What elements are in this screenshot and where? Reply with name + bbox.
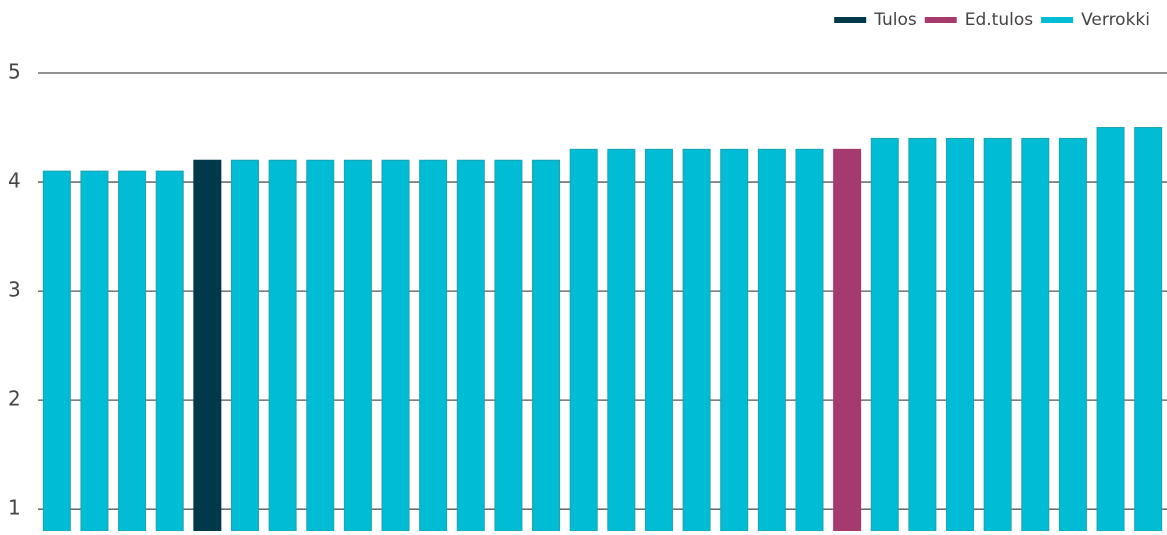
- bar: [607, 148, 636, 532]
- legend-label: Verrokki: [1081, 10, 1150, 30]
- bar: [494, 159, 523, 532]
- bar: [946, 137, 975, 532]
- legend-swatch: [1041, 17, 1074, 23]
- bar: [1021, 137, 1050, 532]
- y-tick-label: 5: [8, 60, 21, 84]
- bar: [757, 148, 786, 532]
- bar: [720, 148, 749, 532]
- bar: [833, 148, 862, 532]
- bar: [908, 137, 937, 532]
- bar: [456, 159, 485, 532]
- bar: [870, 137, 899, 532]
- bar: [306, 159, 335, 532]
- bar: [532, 159, 561, 532]
- legend-swatch: [924, 17, 957, 23]
- bar: [42, 170, 71, 532]
- bar: [193, 159, 222, 532]
- bar: [118, 170, 147, 532]
- bar: [983, 137, 1012, 532]
- y-tick-label: 1: [8, 496, 21, 520]
- bar: [268, 159, 297, 532]
- legend-label: Tulos: [873, 10, 917, 30]
- bar: [1096, 127, 1125, 532]
- bar: [80, 170, 109, 532]
- y-tick-label: 3: [8, 278, 21, 302]
- y-tick-label: 4: [8, 169, 21, 193]
- bar: [569, 148, 598, 532]
- legend-label: Ed.tulos: [965, 10, 1034, 30]
- bar: [155, 170, 184, 532]
- y-tick-label: 2: [8, 387, 21, 411]
- bar: [644, 148, 673, 532]
- bar: [1134, 127, 1163, 532]
- bar: [343, 159, 372, 532]
- bar: [381, 159, 410, 532]
- bar: [795, 148, 824, 532]
- legend-swatch: [834, 17, 867, 23]
- bar: [1058, 137, 1087, 532]
- bar: [682, 148, 711, 532]
- bar: [419, 159, 448, 532]
- bar: [230, 159, 259, 532]
